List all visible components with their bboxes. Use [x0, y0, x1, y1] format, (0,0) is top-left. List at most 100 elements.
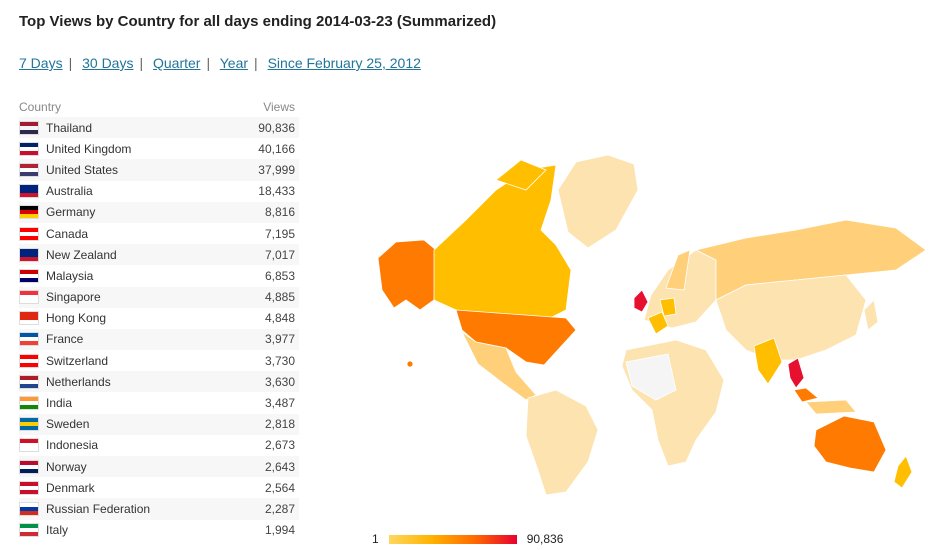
country-greenland[interactable] [557, 154, 639, 249]
flag-icon [19, 438, 39, 453]
views-value: 4,848 [264, 311, 295, 326]
flag-icon [19, 226, 39, 241]
table-body: Thailand 90,836 United Kingdom 40,166 United… [19, 117, 299, 541]
flag-icon [19, 501, 39, 516]
country-name: Netherlands [46, 374, 111, 389]
views-value: 40,166 [258, 141, 295, 156]
views-value: 18,433 [258, 184, 295, 199]
country-name: Indonesia [46, 438, 99, 453]
separator: | [254, 55, 258, 71]
flag-icon [19, 459, 39, 474]
table-row: Netherlands 3,630 [19, 371, 299, 393]
table-row: Thailand 90,836 [19, 117, 299, 139]
country-name: Switzerland [46, 353, 109, 368]
country-hawaii[interactable] [406, 360, 414, 368]
period-30-days-link[interactable]: 30 Days [82, 55, 134, 71]
country-alaska[interactable] [377, 239, 437, 311]
flag-icon [19, 120, 39, 135]
table-row: Switzerland 3,730 [19, 350, 299, 371]
legend-max: 90,836 [526, 532, 564, 546]
views-value: 4,885 [264, 290, 295, 305]
views-value: 8,816 [264, 205, 295, 220]
africa-no-data[interactable] [625, 353, 677, 401]
world-map[interactable] [376, 150, 936, 500]
views-value: 2,287 [264, 501, 295, 516]
table-row: Norway 2,643 [19, 456, 299, 478]
country-uk[interactable] [633, 289, 649, 313]
period-7-days-link[interactable]: 7 Days [19, 55, 63, 71]
page-title: Top Views by Country for all days ending… [19, 13, 497, 30]
country-japan[interactable] [863, 299, 879, 331]
period-links: 7 Days | 30 Days | Quarter | Year | Since Fe… [19, 55, 421, 71]
legend-gradient-bar [388, 534, 517, 544]
table-row: Italy 1,994 [19, 520, 299, 541]
country-canada-islands[interactable] [495, 159, 547, 191]
country-usa[interactable] [455, 309, 577, 366]
country-name: New Zealand [46, 247, 117, 262]
views-value: 37,999 [258, 162, 295, 177]
period-year-link[interactable]: Year [219, 55, 249, 71]
table-row: Singapore 4,885 [19, 286, 299, 308]
continent-africa[interactable] [621, 339, 725, 467]
table-row: Denmark 2,564 [19, 477, 299, 498]
country-name: United Kingdom [46, 141, 132, 156]
country-indonesia[interactable] [805, 399, 857, 415]
table-row: Russian Federation 2,287 [19, 498, 299, 520]
separator: | [206, 55, 211, 71]
flag-icon [19, 141, 39, 156]
table-row: Sweden 2,818 [19, 413, 299, 435]
table-row: Germany 8,816 [19, 201, 299, 223]
views-column-header: Views [263, 100, 295, 114]
country-name: France [46, 332, 84, 347]
table-row: Australia 18,433 [19, 181, 299, 202]
period-quarter-link[interactable]: Quarter [153, 55, 201, 71]
flag-icon [19, 205, 39, 220]
country-name: Malaysia [46, 268, 94, 283]
country-name: Canada [46, 226, 89, 241]
country-malaysia[interactable] [793, 387, 819, 403]
country-name: United States [46, 162, 119, 177]
continent-asia[interactable] [715, 274, 867, 361]
country-mexico[interactable] [461, 331, 537, 401]
world-map-svg [377, 154, 927, 496]
flag-icon [19, 184, 39, 199]
country-name: Hong Kong [46, 311, 107, 326]
country-name: Russian Federation [46, 501, 151, 516]
country-canada[interactable] [433, 164, 572, 326]
country-name: India [46, 396, 73, 411]
flag-icon [19, 311, 39, 326]
views-value: 7,017 [264, 247, 295, 262]
flag-icon [19, 268, 39, 283]
table-row: United States 37,999 [19, 159, 299, 181]
flag-icon [19, 332, 39, 347]
views-value: 3,630 [264, 374, 295, 389]
views-value: 7,195 [264, 226, 295, 241]
country-thailand[interactable] [787, 357, 805, 389]
period-since-link[interactable]: Since February 25, 2012 [267, 55, 421, 71]
country-column-header: Country [19, 100, 62, 114]
table-row: Indonesia 2,673 [19, 435, 299, 456]
country-name: Germany [46, 205, 96, 220]
country-name: Denmark [46, 480, 95, 495]
continent-south-america[interactable] [525, 389, 599, 496]
flag-icon [19, 162, 39, 177]
table-row: United Kingdom 40,166 [19, 138, 299, 159]
views-value: 2,643 [264, 459, 295, 474]
country-name: Norway [46, 459, 87, 474]
views-value: 2,564 [264, 480, 295, 495]
flag-icon [19, 290, 39, 305]
legend-min: 1 [372, 532, 379, 546]
country-france[interactable] [647, 311, 669, 335]
country-germany[interactable] [659, 297, 677, 317]
country-new-zealand[interactable] [893, 455, 913, 489]
table-row: New Zealand 7,017 [19, 244, 299, 266]
views-value: 2,818 [264, 417, 295, 432]
country-australia[interactable] [813, 415, 887, 473]
country-india[interactable] [753, 337, 783, 385]
flag-icon [19, 523, 39, 538]
country-sweden-norway[interactable] [665, 249, 691, 291]
country-name: Italy [46, 523, 69, 538]
views-value: 3,487 [264, 396, 295, 411]
table-row: Malaysia 6,853 [19, 265, 299, 286]
table-row: France 3,977 [19, 328, 299, 351]
